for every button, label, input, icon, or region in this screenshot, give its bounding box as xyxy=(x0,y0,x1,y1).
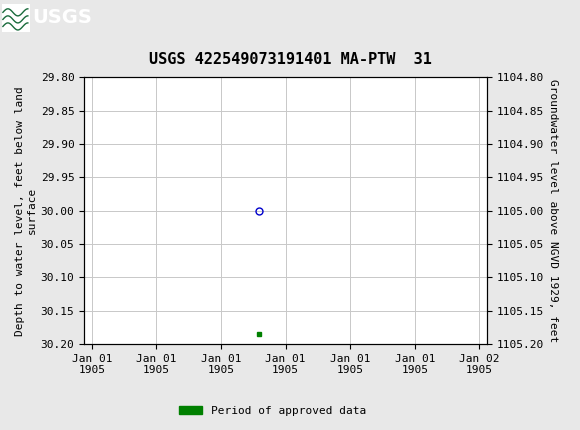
Y-axis label: Depth to water level, feet below land
surface: Depth to water level, feet below land su… xyxy=(15,86,37,335)
Text: USGS: USGS xyxy=(32,8,92,27)
Y-axis label: Groundwater level above NGVD 1929, feet: Groundwater level above NGVD 1929, feet xyxy=(548,79,559,342)
FancyBboxPatch shape xyxy=(2,3,30,32)
Text: USGS 422549073191401 MA-PTW  31: USGS 422549073191401 MA-PTW 31 xyxy=(148,52,432,67)
Legend: Period of approved data: Period of approved data xyxy=(175,401,370,420)
